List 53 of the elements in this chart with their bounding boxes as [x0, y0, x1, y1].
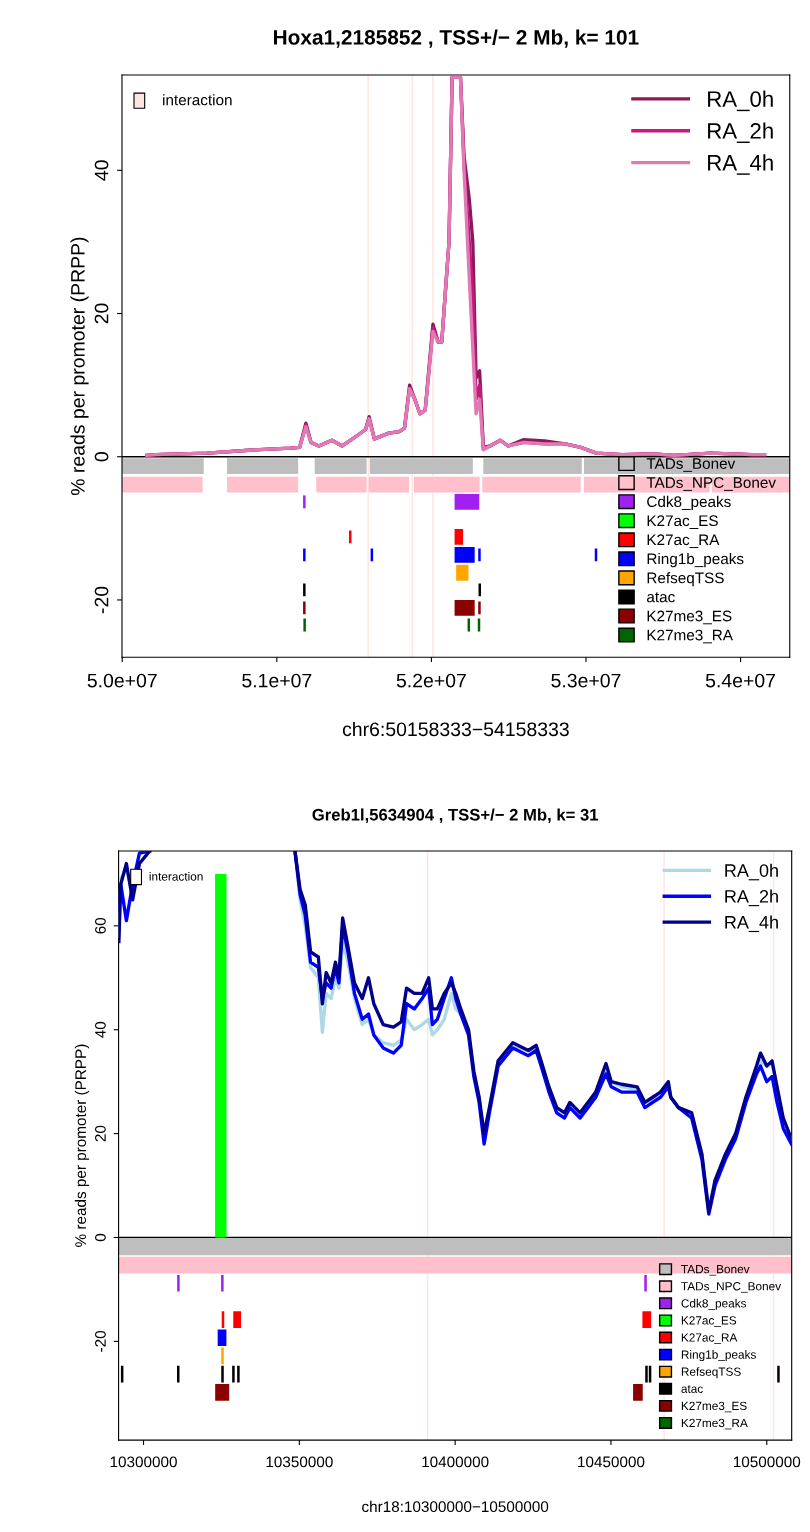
x-tick-label: 5.0e+07 [87, 673, 157, 688]
y-axis-title: % reads per promoter (PRPP) [70, 237, 89, 496]
legend-label: RefseqTSS [681, 1367, 741, 1379]
x-tick-label: 10450000 [578, 1456, 645, 1468]
y-tick-label: 0 [94, 452, 109, 462]
x-tick-label: 5.4e+07 [705, 673, 775, 688]
legend-label: atac [681, 1385, 703, 1393]
x-axis-title: chr18:10300000−10500000 [362, 1500, 549, 1513]
legend-label: Ring1b_peaks [647, 553, 744, 568]
annotation: interaction [163, 94, 232, 106]
legend-label: K27ac_RA [647, 534, 720, 549]
y-tick-label: 20 [94, 303, 109, 324]
y-tick-label: 40 [94, 160, 109, 181]
legend-label: K27me3_RA [681, 1418, 748, 1430]
legend-label: K27me3_ES [647, 610, 732, 625]
legend-label: TADs_NPC_Bonev [646, 477, 776, 491]
legend-label: atac [647, 592, 675, 603]
x-tick-label: 5.2e+07 [396, 673, 466, 688]
legend-label: K27me3_RA [647, 629, 733, 644]
legend-label: RA_4h [708, 154, 773, 175]
legend-label: K27me3_ES [681, 1401, 747, 1413]
legend-label: RA_4h [725, 915, 778, 933]
legend-label: RA_0h [725, 863, 778, 881]
y-tick-label: -20 [95, 1330, 106, 1352]
x-tick-label: 10500000 [733, 1456, 801, 1468]
legend-label: Cdk8_peaks [647, 495, 731, 511]
legend-label: RefseqTSS [647, 572, 724, 587]
legend-label: RA_0h [708, 90, 773, 112]
x-tick-label: 10400000 [422, 1456, 489, 1468]
legend-label: Cdk8_peaks [681, 1298, 747, 1310]
chart-title: Hoxa1,2185852 , TSS+/− 2 Mb, k= 101 [274, 29, 639, 48]
x-axis-title: chr6:50158333−54158333 [342, 721, 569, 737]
chart-title: Greb1l,5634904 , TSS+/− 2 Mb, k= 31 [312, 808, 599, 824]
legend-label: RA_2h [708, 122, 773, 143]
legend-label: K27ac_ES [647, 515, 718, 529]
legend-label: TADs_NPC_Bonev [681, 1282, 782, 1293]
annotation: interaction [149, 872, 203, 881]
x-tick-label: 5.3e+07 [551, 673, 621, 688]
legend-label: K27ac_ES [681, 1316, 737, 1327]
x-tick-label: 10350000 [266, 1456, 333, 1468]
legend-label: K27ac_RA [681, 1333, 738, 1344]
legend-label: Ring1b_peaks [681, 1350, 756, 1362]
y-tick-label: -20 [94, 586, 109, 614]
legend-label: RA_2h [725, 889, 778, 907]
x-tick-label: 5.1e+07 [242, 673, 312, 688]
legend-label: TADs_Bonev [646, 458, 736, 472]
y-tick-label: 0 [95, 1233, 106, 1242]
legend-label: TADs_Bonev [681, 1265, 750, 1276]
y-axis-title: % reads per promoter (PRPP) [74, 1044, 90, 1247]
y-tick-label: 40 [95, 1021, 106, 1038]
y-tick-label: 20 [95, 1125, 106, 1142]
y-tick-label: 60 [95, 917, 106, 934]
x-tick-label: 10300000 [110, 1456, 177, 1468]
